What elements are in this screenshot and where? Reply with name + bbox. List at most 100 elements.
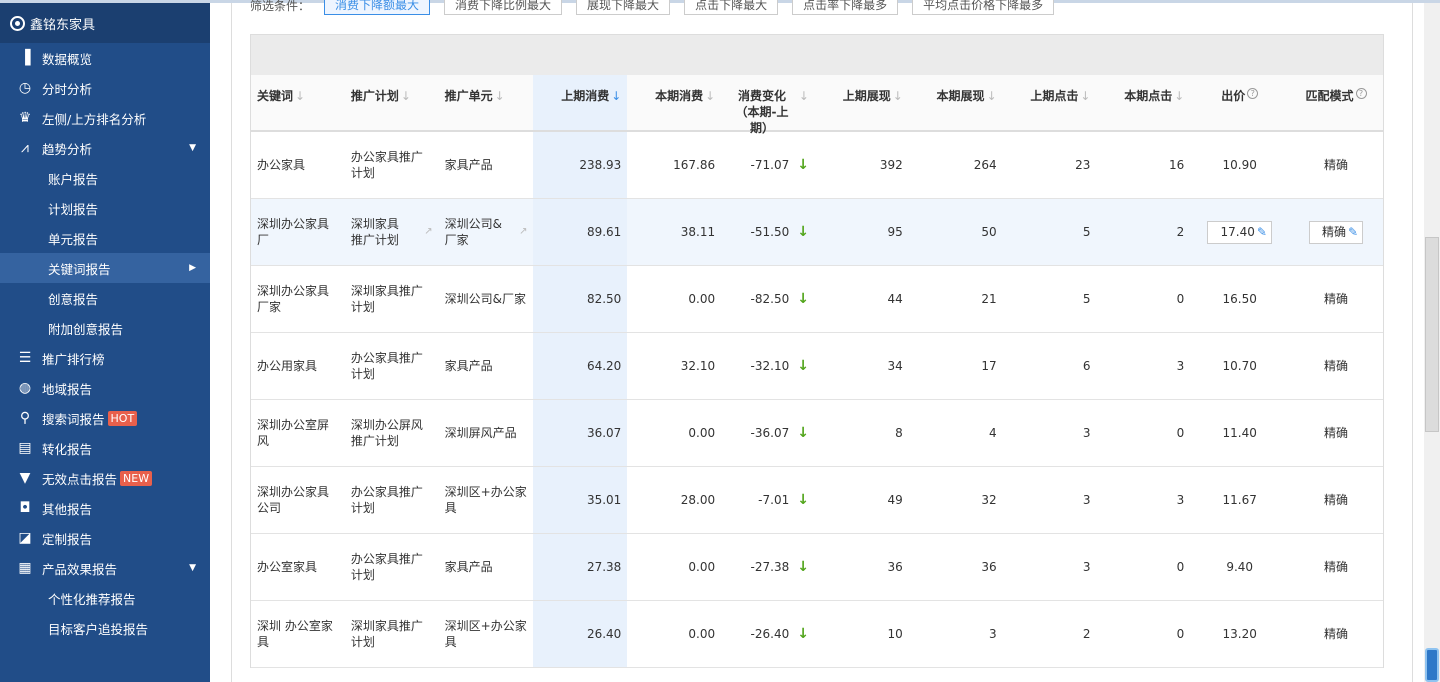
cell-value: 深圳区+办公家具	[444, 485, 527, 515]
sort-arrow-icon[interactable]: ↓	[400, 89, 411, 103]
column-header-8[interactable]: 上期点击 ↓	[1003, 75, 1097, 130]
cell-value: 264	[973, 158, 997, 172]
sidebar-item-6[interactable]: 单元报告	[0, 223, 210, 253]
cell-0: 深圳办公家具厂	[251, 199, 345, 265]
column-header-3[interactable]: 上期消费 ↓	[533, 75, 628, 130]
table-row[interactable]: 深圳 办公室家具 深圳家具推广计划 深圳区+办公家具 26.40 0.00 -26.40 ↓…	[251, 601, 1383, 668]
bid-edit-field[interactable]: 17.40 ✎	[1207, 220, 1272, 244]
sidebar-item-14[interactable]: ▼ 无效点击报告 NEW	[0, 463, 210, 493]
column-header-9[interactable]: 本期点击 ↓	[1096, 75, 1190, 130]
column-header-7[interactable]: 本期展现 ↓	[909, 75, 1003, 130]
sidebar-item-15[interactable]: ◘ 其他报告	[0, 493, 210, 523]
filter-option-5[interactable]: 平均点击价格下降最多	[912, 0, 1055, 15]
sidebar-item-label: 推广排行榜	[42, 351, 105, 367]
scrollbar-thumb[interactable]	[1425, 237, 1439, 432]
sidebar-item-label: 关键词报告	[48, 261, 111, 277]
sidebar-item-label: 计划报告	[48, 201, 99, 217]
down-arrow-icon: ↓	[797, 425, 809, 441]
sort-arrow-icon[interactable]: ↓	[1080, 89, 1091, 103]
sort-arrow-icon[interactable]: ↓	[892, 89, 903, 103]
sidebar-item-11[interactable]: ◍ 地域报告	[0, 373, 210, 403]
cell-value: -82.50	[750, 292, 790, 306]
cell-value: 0	[1176, 627, 1185, 641]
help-icon[interactable]: ?	[1247, 88, 1259, 99]
sort-arrow-icon[interactable]: ↓	[295, 89, 306, 103]
table-row[interactable]: 办公室家具 办公家具推广计划 家具产品 27.38 0.00 -27.38 ↓ 36 36 3 0 9…	[251, 534, 1383, 601]
cell-value: 精确	[1324, 292, 1349, 306]
column-header-2[interactable]: 推广单元 ↓	[439, 75, 534, 130]
column-header-10[interactable]: 出价?	[1190, 75, 1289, 130]
cell-value: 32.10	[680, 359, 716, 373]
filter-option-3[interactable]: 点击下降最大	[684, 0, 779, 15]
user-circle-icon	[10, 15, 25, 31]
down-arrow-icon: ↓	[797, 358, 809, 374]
sidebar-item-16[interactable]: ◪ 定制报告	[0, 523, 210, 553]
filter-option-1[interactable]: 消费下降比例最大	[444, 0, 563, 15]
edit-icon[interactable]: ✎	[1256, 224, 1267, 239]
sidebar-item-2[interactable]: ♛ 左侧/上方排名分析	[0, 103, 210, 133]
cell-4: 0.00	[627, 266, 721, 332]
sidebar-item-10[interactable]: ☰ 推广排行榜	[0, 343, 210, 373]
column-header-label: 本期展现	[936, 89, 985, 103]
cell-value: 392	[879, 158, 903, 172]
cell-value: 3	[1082, 560, 1091, 574]
filter-option-4[interactable]: 点击率下降最多	[792, 0, 899, 15]
cell-value: -51.50	[750, 225, 790, 239]
cell-9: 0	[1096, 534, 1190, 600]
filter-option-2[interactable]: 展现下降最大	[576, 0, 671, 15]
cell-value: 10.70	[1222, 359, 1257, 373]
table-row[interactable]: 深圳办公家具厂 深圳家具推广计划 ↗ 深圳公司&厂家 ↗ 89.61 38.11 -51.50…	[251, 199, 1383, 266]
cell-value: 36.07	[586, 426, 622, 440]
cell-value: 4	[988, 426, 997, 440]
chevron-right-icon: ▶	[189, 263, 196, 273]
sort-arrow-icon[interactable]: ↓	[494, 89, 505, 103]
column-header-6[interactable]: 上期展现 ↓	[815, 75, 909, 130]
cell-8: 5	[1003, 199, 1097, 265]
sidebar-item-0[interactable]: ▐ 数据概览	[0, 43, 210, 73]
sidebar-item-13[interactable]: ▤ 转化报告	[0, 433, 210, 463]
sidebar-item-3[interactable]: ⩘ 趋势分析 ▼	[0, 133, 210, 163]
cell-4: 0.00	[627, 601, 721, 667]
edit-icon[interactable]: ✎	[1348, 224, 1359, 239]
cell-1: 办公家具推广计划	[345, 333, 439, 399]
cell-9: 0	[1096, 266, 1190, 332]
sidebar-item-17[interactable]: ▦ 产品效果报告 ▼	[0, 553, 210, 583]
table-row[interactable]: 办公家具 办公家具推广计划 家具产品 238.93 167.86 -71.07 ↓ 392 26…	[251, 132, 1383, 199]
table-row[interactable]: 办公用家具 办公家具推广计划 家具产品 64.20 32.10 -32.10 ↓ 34 17 6 3…	[251, 333, 1383, 400]
column-header-11[interactable]: 匹配模式?	[1289, 75, 1383, 130]
table-row[interactable]: 深圳办公家具公司 办公家具推广计划 深圳区+办公家具 35.01 28.00 -7.01 ↓…	[251, 467, 1383, 534]
column-header-0[interactable]: 关键词 ↓	[251, 75, 345, 130]
cell-11: 精确	[1289, 400, 1383, 466]
external-link-icon[interactable]: ↗	[424, 226, 433, 237]
sort-arrow-icon[interactable]: ↓	[1174, 89, 1185, 103]
column-header-5[interactable]: 消费变化（本期-上期） ↓	[721, 75, 815, 135]
sort-arrow-icon[interactable]: ↓	[705, 89, 716, 103]
sort-arrow-icon[interactable]: ↓	[611, 89, 622, 103]
help-icon[interactable]: ?	[1355, 88, 1367, 99]
sidebar-item-9[interactable]: 附加创意报告	[0, 313, 210, 343]
column-header-label: 本期消费	[655, 89, 704, 103]
sidebar-item-7[interactable]: 关键词报告 ▶	[0, 253, 210, 283]
filter-option-0[interactable]: 消费下降额最大	[324, 0, 431, 15]
match-mode-edit-field[interactable]: 精确 ✎	[1308, 220, 1364, 244]
sidebar-item-4[interactable]: 账户报告	[0, 163, 210, 193]
cell-10: 10.70	[1190, 333, 1289, 399]
column-header-1[interactable]: 推广计划 ↓	[345, 75, 439, 130]
sidebar-item-8[interactable]: 创意报告	[0, 283, 210, 313]
cell-value: 办公家具推广计划	[350, 485, 423, 515]
column-header-4[interactable]: 本期消费 ↓	[627, 75, 721, 130]
sidebar-item-18[interactable]: 个性化推荐报告	[0, 583, 210, 613]
table-row[interactable]: 深圳办公家具厂家 深圳家具推广计划 深圳公司&厂家 82.50 0.00 -82.50 ↓ 4…	[251, 266, 1383, 333]
sidebar-item-1[interactable]: ◷ 分时分析	[0, 73, 210, 103]
sort-arrow-icon[interactable]: ↓	[798, 89, 809, 103]
cell-1: 办公家具推广计划	[345, 467, 439, 533]
sort-arrow-icon[interactable]: ↓	[986, 89, 997, 103]
sidebar-item-5[interactable]: 计划报告	[0, 193, 210, 223]
account-brand[interactable]: 鑫铭东家具	[0, 3, 210, 43]
cell-value: 深圳家具推广计划	[350, 217, 399, 247]
cell-value: 28.00	[680, 493, 716, 507]
external-link-icon[interactable]: ↗	[519, 226, 528, 237]
table-row[interactable]: 深圳办公室屏风 深圳办公屏风推广计划 深圳屏风产品 36.07 0.00 -36.07 ↓ 8…	[251, 400, 1383, 467]
sidebar-item-19[interactable]: 目标客户追投报告	[0, 613, 210, 643]
sidebar-item-12[interactable]: ⚲ 搜索词报告 HOT	[0, 403, 210, 433]
